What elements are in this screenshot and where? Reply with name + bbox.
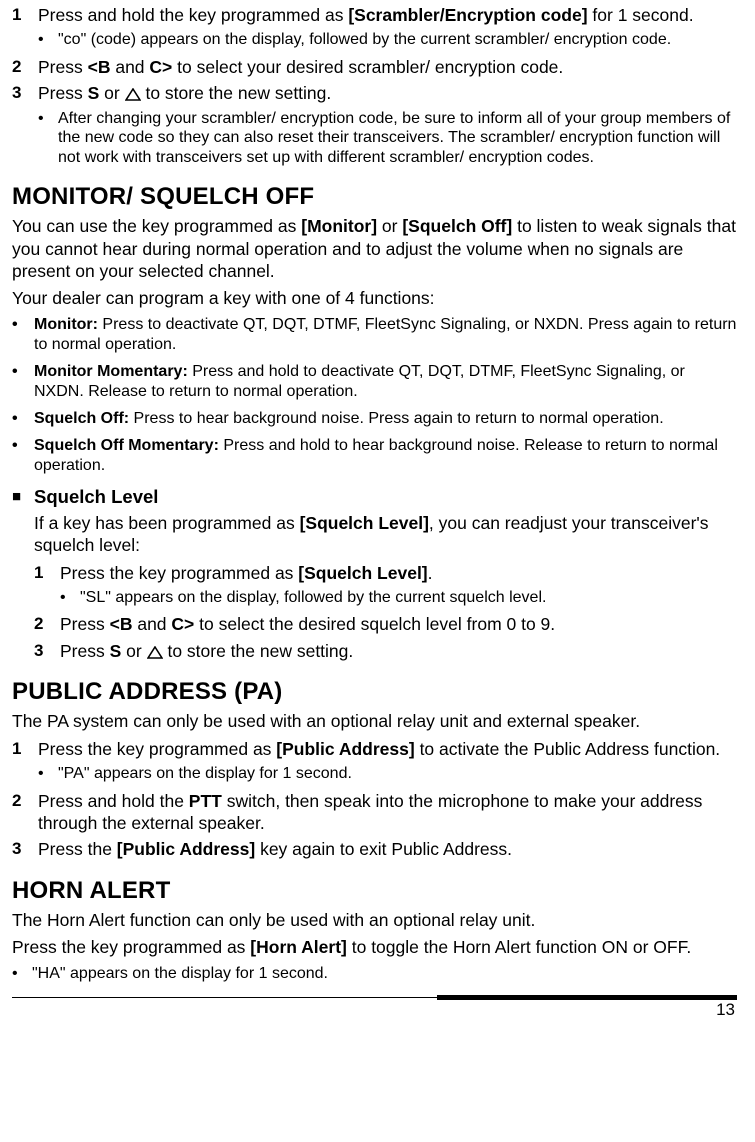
text: and bbox=[132, 614, 171, 634]
step-number: 1 bbox=[12, 738, 38, 760]
heading-monitor: MONITOR/ SQUELCH OFF bbox=[12, 183, 737, 211]
step-text: Press the key programmed as [Squelch Lev… bbox=[60, 562, 737, 584]
text: Press the key programmed as bbox=[38, 739, 276, 759]
key-name: [Scrambler/Encryption code] bbox=[348, 5, 587, 25]
heading-public-address: PUBLIC ADDRESS (PA) bbox=[12, 678, 737, 706]
key-name: PTT bbox=[189, 791, 222, 811]
text: Press to deactivate QT, DQT, DTMF, Fleet… bbox=[34, 316, 736, 353]
sub-note: "PA" appears on the display for 1 second… bbox=[58, 764, 737, 784]
key-name: <B bbox=[88, 57, 111, 77]
paragraph: If a key has been programmed as [Squelch… bbox=[34, 512, 737, 557]
text: You can use the key programmed as bbox=[12, 216, 301, 236]
text: Press bbox=[60, 641, 110, 661]
key-name: [Public Address] bbox=[117, 839, 255, 859]
text: If a key has been programmed as bbox=[34, 513, 300, 533]
key-name: [Squelch Level] bbox=[298, 563, 427, 583]
text: Press and hold the bbox=[38, 791, 189, 811]
text: Press and hold the key programmed as bbox=[38, 5, 348, 25]
step-text: Press the [Public Address] key again to … bbox=[38, 838, 737, 860]
text: to store the new setting. bbox=[141, 83, 332, 103]
bullet-text: Monitor: Press to deactivate QT, DQT, DT… bbox=[34, 315, 737, 355]
step-number: 1 bbox=[34, 562, 60, 584]
sub-note: "co" (code) appears on the display, foll… bbox=[58, 30, 737, 50]
heading-horn-alert: HORN ALERT bbox=[12, 877, 737, 905]
paragraph: The PA system can only be used with an o… bbox=[12, 710, 737, 732]
step-text: Press <B and C> to select your desired s… bbox=[38, 56, 737, 78]
sub-note: After changing your scrambler/ encryptio… bbox=[58, 109, 737, 168]
bullet-dot: • bbox=[38, 109, 58, 168]
step-number: 3 bbox=[12, 838, 38, 860]
text: and bbox=[110, 57, 149, 77]
page-number: 13 bbox=[12, 1000, 737, 1020]
term: Squelch Off: bbox=[34, 410, 129, 427]
bullet-dot: • bbox=[12, 964, 32, 984]
triangle-up-icon bbox=[125, 88, 141, 101]
sub-note: "SL" appears on the display, followed by… bbox=[80, 588, 737, 608]
key-name: C> bbox=[171, 614, 194, 634]
key-name: S bbox=[88, 83, 100, 103]
step-text: Press and hold the PTT switch, then spea… bbox=[38, 790, 737, 835]
text: or bbox=[121, 641, 146, 661]
step-number: 3 bbox=[34, 640, 60, 662]
step-number: 1 bbox=[12, 4, 38, 26]
step-text: Press S or to store the new setting. bbox=[60, 640, 737, 662]
text: to select your desired scrambler/ encryp… bbox=[172, 57, 563, 77]
bullet-text: Squelch Off: Press to hear background no… bbox=[34, 409, 737, 429]
square-bullet-icon: ■ bbox=[12, 486, 34, 508]
paragraph: You can use the key programmed as [Monit… bbox=[12, 215, 737, 282]
bullet-dot: • bbox=[12, 315, 34, 355]
key-name: <B bbox=[110, 614, 133, 634]
paragraph: The Horn Alert function can only be used… bbox=[12, 909, 737, 931]
text: Press bbox=[38, 83, 88, 103]
bullet-dot: • bbox=[38, 30, 58, 50]
bullet-text: Squelch Off Momentary: Press and hold to… bbox=[34, 436, 737, 476]
term: Monitor: bbox=[34, 316, 98, 333]
text: to select the desired squelch level from… bbox=[194, 614, 555, 634]
step-number: 3 bbox=[12, 82, 38, 104]
bullet-dot: • bbox=[12, 409, 34, 429]
text: to store the new setting. bbox=[163, 641, 354, 661]
step-number: 2 bbox=[12, 56, 38, 78]
text: or bbox=[99, 83, 124, 103]
text: key again to exit Public Address. bbox=[255, 839, 512, 859]
step-text: Press and hold the key programmed as [Sc… bbox=[38, 4, 737, 26]
step-text: Press the key programmed as [Public Addr… bbox=[38, 738, 737, 760]
text: to toggle the Horn Alert function ON or … bbox=[347, 937, 691, 957]
text: Press bbox=[38, 57, 88, 77]
key-name: [Monitor] bbox=[301, 216, 377, 236]
bullet-dot: • bbox=[12, 362, 34, 402]
step-text: Press S or to store the new setting. bbox=[38, 82, 737, 104]
triangle-up-icon bbox=[147, 646, 163, 659]
text: Press bbox=[60, 614, 110, 634]
step-number: 2 bbox=[34, 613, 60, 635]
text: for 1 second. bbox=[588, 5, 694, 25]
key-name: S bbox=[110, 641, 122, 661]
text: . bbox=[428, 563, 433, 583]
subheading-squelch-level: Squelch Level bbox=[34, 486, 158, 508]
step-number: 2 bbox=[12, 790, 38, 835]
term: Squelch Off Momentary: bbox=[34, 437, 219, 454]
paragraph: Your dealer can program a key with one o… bbox=[12, 287, 737, 309]
key-name: [Public Address] bbox=[276, 739, 414, 759]
bullet-text: Monitor Momentary: Press and hold to dea… bbox=[34, 362, 737, 402]
step-text: Press <B and C> to select the desired sq… bbox=[60, 613, 737, 635]
bullet-dot: • bbox=[38, 764, 58, 784]
term: Monitor Momentary: bbox=[34, 363, 188, 380]
footer-rule bbox=[12, 997, 737, 998]
key-name: [Horn Alert] bbox=[250, 937, 347, 957]
bullet-dot: • bbox=[60, 588, 80, 608]
key-name: [Squelch Off] bbox=[402, 216, 512, 236]
text: to activate the Public Address function. bbox=[415, 739, 720, 759]
sub-note: "HA" appears on the display for 1 second… bbox=[32, 964, 737, 984]
bullet-dot: • bbox=[12, 436, 34, 476]
text: Press the bbox=[38, 839, 117, 859]
key-name: [Squelch Level] bbox=[300, 513, 429, 533]
text: Press the key programmed as bbox=[12, 937, 250, 957]
text: Press to hear background noise. Press ag… bbox=[129, 410, 664, 427]
paragraph: Press the key programmed as [Horn Alert]… bbox=[12, 936, 737, 958]
key-name: C> bbox=[149, 57, 172, 77]
text: or bbox=[377, 216, 402, 236]
text: Press the key programmed as bbox=[60, 563, 298, 583]
